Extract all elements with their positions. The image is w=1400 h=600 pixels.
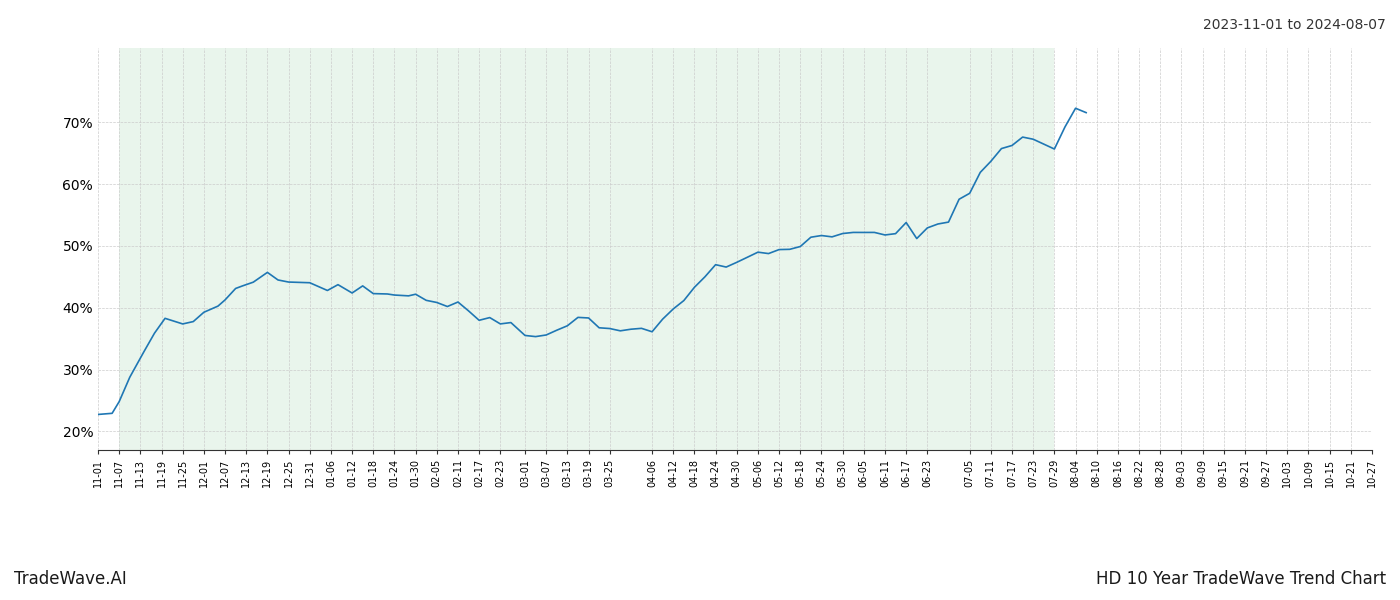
Text: HD 10 Year TradeWave Trend Chart: HD 10 Year TradeWave Trend Chart [1096,570,1386,588]
Text: 2023-11-01 to 2024-08-07: 2023-11-01 to 2024-08-07 [1203,18,1386,32]
Bar [119,48,1054,450]
Text: TradeWave.AI: TradeWave.AI [14,570,127,588]
